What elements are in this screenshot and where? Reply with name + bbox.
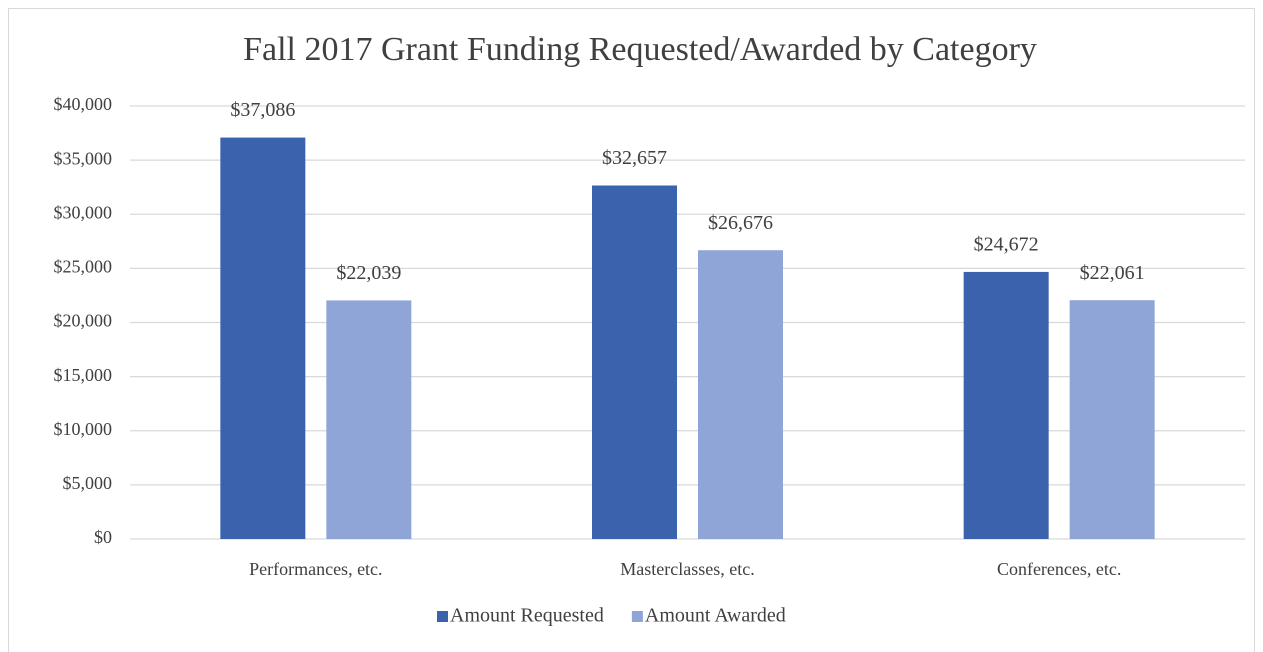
y-tick-label: $30,000 xyxy=(54,202,113,222)
bar xyxy=(220,137,306,539)
legend-label: Amount Requested xyxy=(450,605,604,627)
y-tick-label: $20,000 xyxy=(54,311,113,331)
bar xyxy=(592,185,677,539)
value-label: $37,086 xyxy=(230,99,295,121)
value-label: $24,672 xyxy=(974,234,1039,256)
legend-swatch xyxy=(437,611,448,622)
value-label: $32,657 xyxy=(602,147,667,169)
y-tick-label: $25,000 xyxy=(54,257,113,277)
y-tick-label: $35,000 xyxy=(54,148,113,168)
chart-title: Fall 2017 Grant Funding Requested/Awarde… xyxy=(243,31,1037,68)
y-tick-label: $10,000 xyxy=(54,419,113,439)
y-tick-label: $0 xyxy=(94,527,112,547)
legend-label: Amount Awarded xyxy=(645,605,786,627)
y-tick-label: $40,000 xyxy=(54,94,113,114)
bar xyxy=(963,271,1049,539)
bar xyxy=(1069,300,1155,539)
x-tick-label: Conferences, etc. xyxy=(997,559,1121,579)
value-label: $26,676 xyxy=(708,212,773,234)
bar xyxy=(326,300,412,539)
y-tick-label: $5,000 xyxy=(63,473,113,493)
value-label: $22,061 xyxy=(1080,262,1145,284)
x-tick-label: Masterclasses, etc. xyxy=(620,559,754,579)
legend-swatch xyxy=(631,611,643,622)
value-label: $22,039 xyxy=(336,262,401,284)
bar xyxy=(698,250,783,539)
x-tick-label: Performances, etc. xyxy=(249,559,382,579)
y-tick-label: $15,000 xyxy=(54,365,113,385)
